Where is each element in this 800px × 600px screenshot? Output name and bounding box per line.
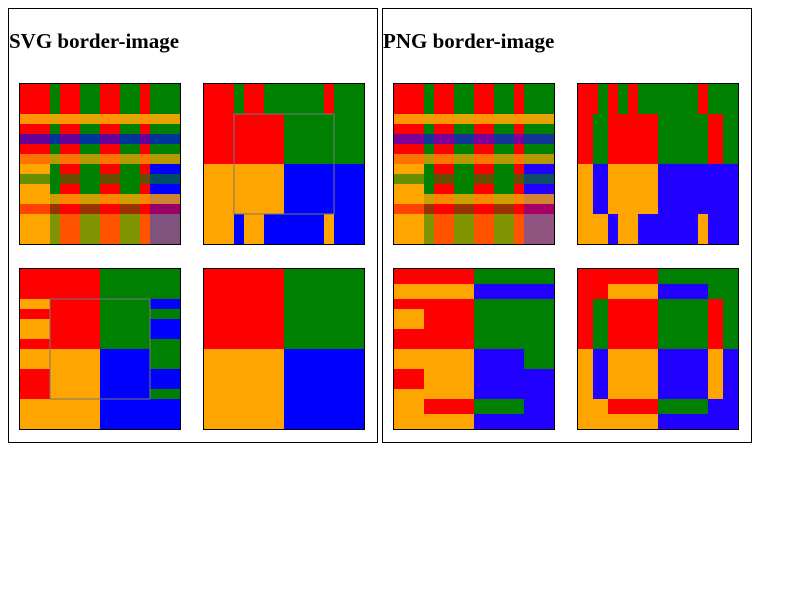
border-image-render [20, 269, 180, 429]
border-image-box-round-all [577, 268, 739, 430]
border-image-render [204, 269, 364, 429]
border-image-box-repeat [393, 83, 555, 245]
border-image-box-round [577, 83, 739, 245]
border-image-box-stretch [203, 268, 365, 430]
border-image-box-repeat [19, 83, 181, 245]
border-image-render [204, 84, 364, 244]
border-image-render [578, 84, 738, 244]
border-image-box-round-edges [393, 268, 555, 430]
panel-title-png: PNG border-image [383, 29, 555, 53]
border-image-render [578, 269, 738, 429]
border-image-render [394, 269, 554, 429]
border-image-render [394, 84, 554, 244]
border-image-box-stretch-center [203, 83, 365, 245]
border-image-box-stretch-edges [19, 268, 181, 430]
panel-title-svg: SVG border-image [9, 29, 180, 53]
border-image-render [20, 84, 180, 244]
svg-panel: SVG border-image [8, 8, 378, 443]
png-panel: PNG border-image [382, 8, 752, 443]
